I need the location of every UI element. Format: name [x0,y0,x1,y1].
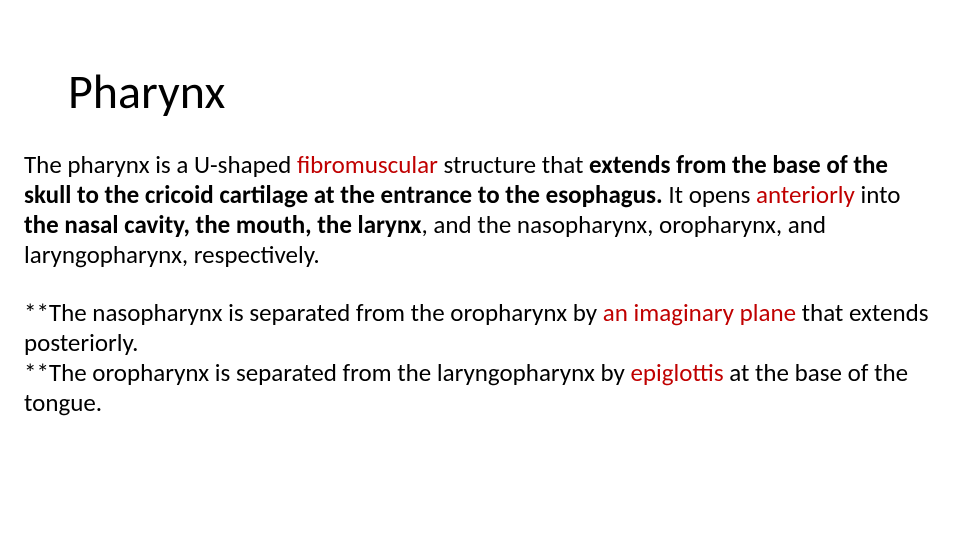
p2-l1a: **The nasopharynx is separated from the … [24,297,603,328]
p1-seg2-red: fibromuscular [297,149,438,180]
p1-seg8-bold: the nasal cavity, the mouth, the larynx [24,209,422,240]
slide: Pharynx The pharynx is a U-shaped fibrom… [0,0,960,540]
p1-seg3: structure that [438,149,589,180]
p1-seg5: It opens [663,179,756,210]
p2-l2b-red: epiglottis [630,357,723,388]
paragraph-2: **The nasopharynx is separated from the … [24,298,936,418]
p1-seg6-red: anteriorly [756,179,855,210]
p2-l1b-red: an imaginary plane [603,297,796,328]
slide-body: The pharynx is a U-shaped fibromuscular … [24,150,936,446]
paragraph-1: The pharynx is a U-shaped fibromuscular … [24,150,936,270]
p1-seg7: into [855,179,901,210]
slide-title: Pharynx [68,62,225,121]
p1-seg1: The pharynx is a U-shaped [24,149,297,180]
p2-l2a: **The oropharynx is separated from the l… [24,357,630,388]
